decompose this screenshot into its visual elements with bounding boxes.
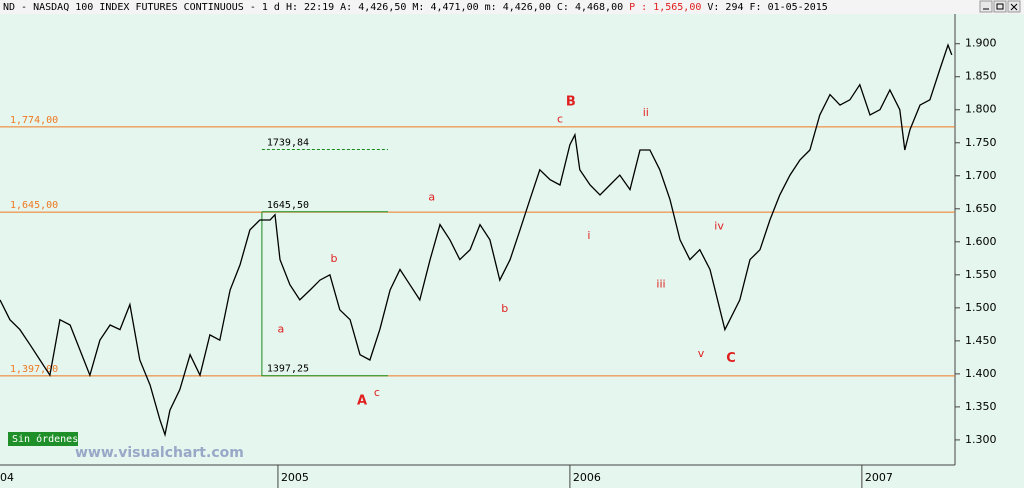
header-title: ND - NASDAQ 100 INDEX FUTURES CONTINUOUS… [3,2,623,13]
wave-label: ii [643,106,649,119]
y-tick-label: 1.350 [965,400,997,413]
level-label: 1,645,00 [10,200,58,211]
x-tick-label: 2005 [281,471,309,484]
wave-label: A [357,393,367,408]
fib-label: 1645,50 [267,200,309,211]
x-tick-label: 2007 [865,471,893,484]
wave-label: iii [656,278,665,291]
level-label: 1,397,00 [10,364,58,375]
wave-label: v [698,347,705,360]
wave-label: B [566,94,576,109]
orders-badge-label: Sin órdenes [12,433,78,445]
wave-label: b [501,302,508,315]
y-tick-label: 1.500 [965,301,997,314]
close-icon [1010,3,1018,11]
y-tick-label: 1.900 [965,37,997,50]
minimize-button[interactable] [979,0,993,13]
y-tick-label: 1.450 [965,334,997,347]
y-tick-label: 1.600 [965,235,997,248]
wave-label: b [331,252,338,265]
header-price: P : 1,565,00 [629,2,701,13]
maximize-button[interactable] [993,0,1007,13]
x-tick-label: 04 [0,471,14,484]
y-tick-label: 1.850 [965,70,997,83]
header: ND - NASDAQ 100 INDEX FUTURES CONTINUOUS… [3,2,828,13]
y-tick-label: 1.800 [965,103,997,116]
wave-label: C [726,351,736,366]
wave-label: a [428,191,435,204]
wave-label: c [374,386,380,399]
watermark: www.visualchart.com [75,445,244,461]
header-bar [0,0,1024,14]
wave-label: c [557,113,563,126]
orders-badge[interactable] [8,432,78,446]
price-line [0,43,953,438]
maximize-icon [996,3,1004,10]
y-tick-label: 1.650 [965,202,997,215]
x-tick-label: 2006 [573,471,601,484]
y-tick-label: 1.750 [965,136,997,149]
wave-label: a [277,323,284,336]
level-label: 1,774,00 [10,115,58,126]
wave-label: i [587,229,590,242]
y-tick-label: 1.300 [965,433,997,446]
wave-label: iv [714,220,724,233]
fib-label: 1397,25 [267,364,309,375]
window-controls [979,0,1021,13]
y-tick-label: 1.550 [965,268,997,281]
y-tick-label: 1.700 [965,169,997,182]
header-info: V: 294 F: 01-05-2015 [707,2,827,13]
y-tick-label: 1.400 [965,367,997,380]
fib-label: 1739,84 [267,137,309,148]
